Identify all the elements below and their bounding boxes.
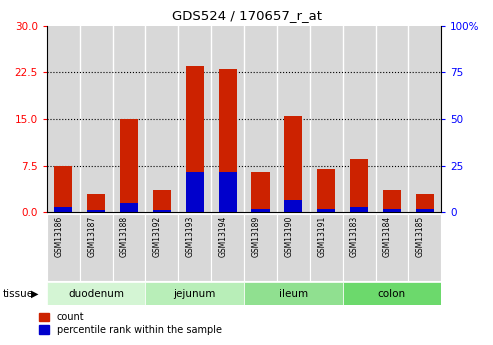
Bar [376, 214, 408, 281]
Text: GSM13189: GSM13189 [251, 216, 260, 257]
Bar [145, 214, 178, 281]
Bar [244, 214, 277, 281]
Bar [416, 194, 434, 212]
Text: jejunum: jejunum [174, 289, 216, 298]
Bar [350, 207, 368, 212]
Text: GSM13192: GSM13192 [153, 216, 162, 257]
Bar [408, 26, 441, 212]
Bar [343, 282, 441, 305]
Text: ileum: ileum [279, 289, 308, 298]
Text: GSM13188: GSM13188 [120, 216, 129, 257]
Text: GSM13191: GSM13191 [317, 216, 326, 257]
Bar [310, 26, 343, 212]
Bar [112, 214, 145, 281]
Text: colon: colon [378, 289, 406, 298]
Bar [343, 26, 376, 212]
Bar [211, 26, 244, 212]
Text: GSM13186: GSM13186 [54, 216, 63, 257]
Bar [383, 190, 401, 212]
Bar [153, 210, 171, 212]
Bar [416, 209, 434, 212]
Bar [47, 26, 80, 212]
Bar [343, 214, 376, 281]
Bar [87, 194, 105, 212]
Bar [112, 26, 145, 212]
Bar [47, 214, 80, 281]
Bar [145, 26, 178, 212]
Bar [211, 214, 244, 281]
Bar [87, 210, 105, 212]
Text: GSM13194: GSM13194 [218, 216, 228, 257]
Bar [251, 209, 270, 212]
Bar [145, 282, 244, 305]
Bar [54, 207, 72, 212]
Text: GSM13193: GSM13193 [186, 216, 195, 257]
Bar [277, 26, 310, 212]
Bar [244, 26, 277, 212]
Bar [80, 26, 112, 212]
Bar [218, 69, 237, 212]
Bar [218, 172, 237, 212]
Text: duodenum: duodenum [68, 289, 124, 298]
Bar [54, 166, 72, 212]
Text: GSM13187: GSM13187 [87, 216, 96, 257]
Bar [120, 203, 138, 212]
Bar [376, 26, 408, 212]
Bar [284, 116, 302, 212]
Text: GSM13190: GSM13190 [284, 216, 293, 257]
Bar [178, 214, 211, 281]
Text: GSM13184: GSM13184 [383, 216, 392, 257]
Text: GSM13183: GSM13183 [350, 216, 359, 257]
Bar [350, 159, 368, 212]
Bar [408, 214, 441, 281]
Bar [80, 214, 112, 281]
Text: tissue: tissue [2, 289, 34, 298]
Bar [251, 172, 270, 212]
Text: GSM13185: GSM13185 [416, 216, 425, 257]
Bar [186, 66, 204, 212]
Bar [153, 190, 171, 212]
Bar [186, 172, 204, 212]
Bar [47, 282, 145, 305]
Bar [310, 214, 343, 281]
Bar [317, 169, 335, 212]
Bar [178, 26, 211, 212]
Legend: count, percentile rank within the sample: count, percentile rank within the sample [39, 312, 222, 335]
Bar [120, 119, 138, 212]
Bar [244, 282, 343, 305]
Bar [383, 209, 401, 212]
Text: GDS524 / 170657_r_at: GDS524 / 170657_r_at [172, 9, 321, 22]
Text: ▶: ▶ [31, 289, 38, 298]
Bar [284, 200, 302, 212]
Bar [317, 209, 335, 212]
Bar [277, 214, 310, 281]
